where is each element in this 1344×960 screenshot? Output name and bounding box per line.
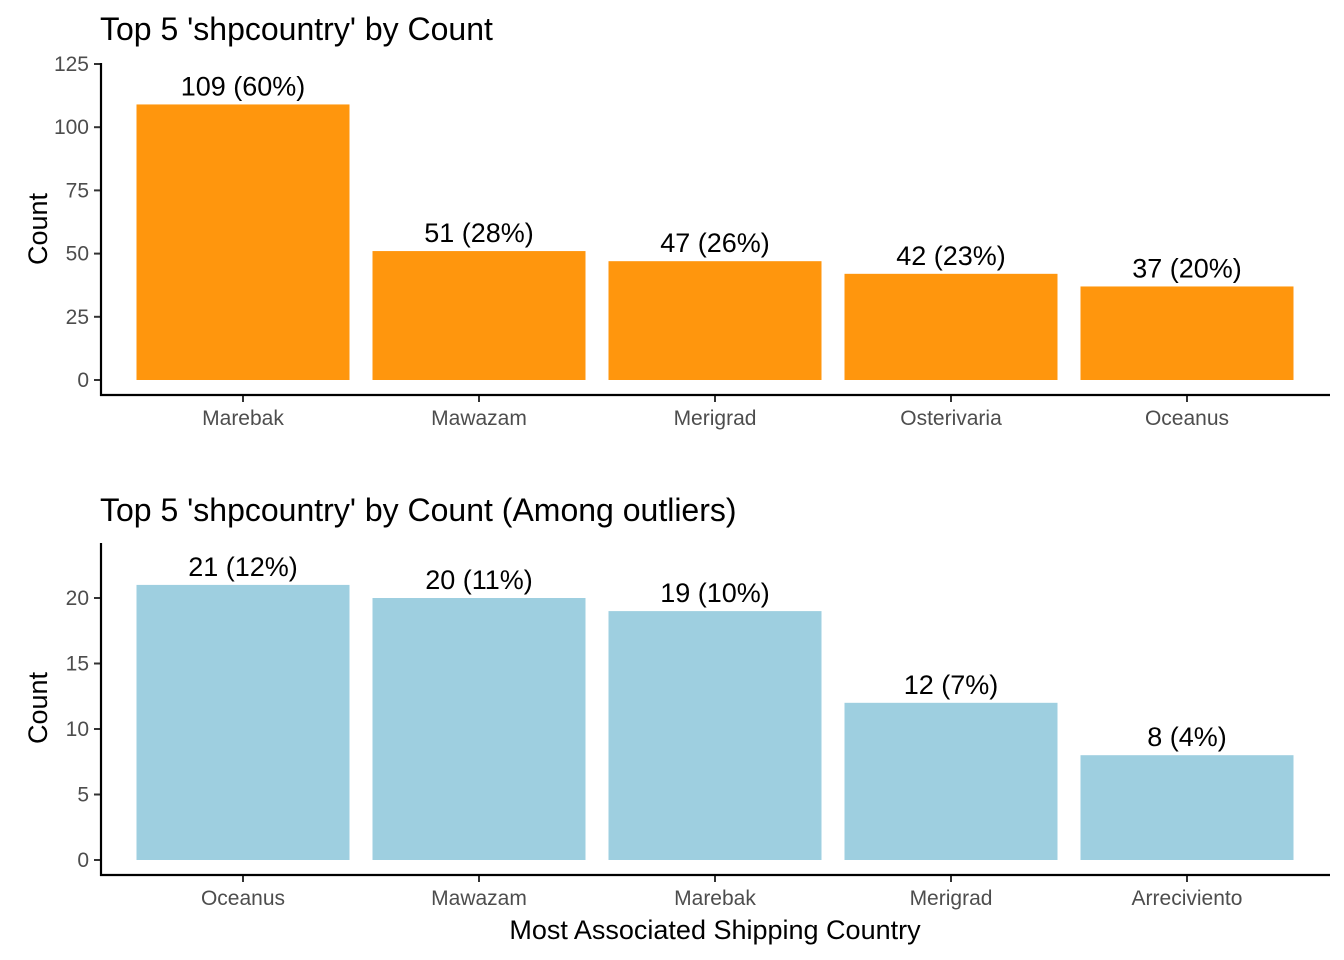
x-axis-ticks: Oceanus Mawazam Marebak Merigrad Arrecivient… — [201, 875, 1242, 910]
x-tick-label: Mawazam — [431, 407, 527, 430]
y-tick-label: 125 — [54, 53, 89, 76]
x-tick-label: Marebak — [202, 407, 284, 430]
data-label: 12 (7%) — [904, 670, 999, 700]
y-tick-label: 100 — [54, 116, 89, 139]
y-tick-label: 20 — [66, 587, 89, 610]
bar — [372, 251, 586, 380]
bar — [844, 273, 1058, 380]
chart-title: Top 5 'shpcountry' by Count (Among outli… — [100, 492, 737, 528]
bar — [1080, 755, 1294, 860]
y-tick-label: 5 — [77, 784, 89, 807]
bar — [844, 702, 1058, 860]
bar-group — [136, 584, 1294, 860]
bar — [608, 261, 822, 380]
y-tick-label: 10 — [66, 718, 89, 741]
x-tick-label: Mawazam — [431, 887, 527, 910]
y-tick-label: 0 — [77, 369, 89, 392]
x-tick-label: Merigrad — [674, 407, 757, 430]
bar-label-group: 109 (60%) 51 (28%) 47 (26%) 42 (23%) 37 (20%… — [181, 71, 1242, 283]
data-label: 47 (26%) — [660, 228, 770, 258]
x-tick-label: Marebak — [674, 887, 756, 910]
x-tick-label: Oceanus — [1145, 407, 1229, 430]
chart-panel-top: Top 5 'shpcountry' by Count Count 109 (6… — [23, 11, 1330, 430]
x-tick-label: Merigrad — [910, 887, 993, 910]
bar — [608, 611, 822, 860]
y-tick-label: 50 — [66, 243, 89, 266]
data-label: 19 (10%) — [660, 578, 770, 608]
data-label: 42 (23%) — [896, 241, 1006, 271]
y-tick-label: 25 — [66, 306, 89, 329]
bar-label-group: 21 (12%) 20 (11%) 19 (10%) 12 (7%) 8 (4%) — [188, 552, 1227, 752]
data-label: 109 (60%) — [181, 71, 306, 101]
y-tick-label: 0 — [77, 849, 89, 872]
chart-title: Top 5 'shpcountry' by Count — [100, 11, 493, 47]
y-axis-label: Count — [23, 671, 53, 744]
x-tick-label: Arreciviento — [1132, 887, 1243, 910]
bar-group — [136, 104, 1294, 380]
y-tick-label: 75 — [66, 179, 89, 202]
data-label: 8 (4%) — [1147, 722, 1227, 752]
y-axis-label: Count — [23, 192, 53, 265]
x-tick-label: Oceanus — [201, 887, 285, 910]
data-label: 20 (11%) — [425, 565, 533, 595]
y-axis-ticks: 0 25 50 75 100 125 — [54, 53, 101, 392]
bar — [1080, 286, 1294, 380]
data-label: 21 (12%) — [188, 552, 298, 582]
bar — [136, 584, 350, 860]
x-axis-label: Most Associated Shipping Country — [509, 915, 921, 945]
data-label: 37 (20%) — [1132, 253, 1242, 283]
bar — [372, 598, 586, 860]
bar — [136, 104, 350, 380]
chart-panel-bottom: Top 5 'shpcountry' by Count (Among outli… — [23, 492, 1330, 945]
y-tick-label: 15 — [66, 653, 89, 676]
y-axis-ticks: 0 5 10 15 20 — [66, 587, 101, 872]
x-axis-ticks: Marebak Mawazam Merigrad Osterivaria Oceanus — [202, 395, 1229, 430]
x-tick-label: Osterivaria — [900, 407, 1002, 430]
data-label: 51 (28%) — [424, 218, 534, 248]
